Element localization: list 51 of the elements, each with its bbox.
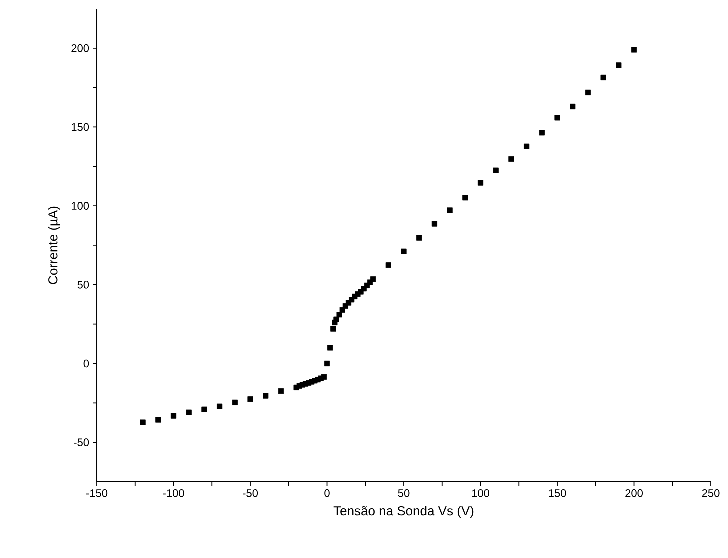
- point: [370, 276, 376, 282]
- point: [631, 47, 638, 53]
- point: [328, 345, 334, 351]
- point: [278, 388, 284, 394]
- point: [600, 74, 606, 81]
- x-axis-title: Tensão na Sonda Vs (V): [334, 506, 474, 518]
- point: [386, 262, 392, 268]
- point: [554, 115, 560, 121]
- point: [232, 400, 238, 406]
- x-tick-label: -100: [163, 489, 184, 498]
- point: [508, 156, 514, 162]
- point: [140, 420, 146, 426]
- point: [330, 326, 336, 332]
- y-tick-label: 0: [84, 360, 90, 368]
- point: [202, 406, 208, 412]
- x-tick-label: 100: [472, 489, 490, 498]
- y-tick-label: 100: [72, 202, 90, 210]
- y-tick-label: 150: [72, 123, 90, 132]
- x-tick-label: 200: [626, 489, 643, 498]
- x-tick-label: -50: [243, 489, 258, 498]
- point: [334, 316, 340, 322]
- point: [524, 144, 530, 150]
- point: [248, 396, 254, 402]
- x-tick-label: 0: [324, 489, 330, 498]
- point: [432, 221, 438, 227]
- point: [585, 90, 591, 96]
- point: [263, 393, 269, 399]
- point: [324, 360, 330, 367]
- point: [462, 195, 468, 201]
- point: [170, 413, 177, 419]
- point: [336, 312, 342, 318]
- y-tick-label: 50: [78, 281, 90, 289]
- point: [616, 62, 622, 68]
- point: [570, 104, 576, 110]
- y-tick-label: 200: [72, 44, 90, 52]
- point: [493, 168, 499, 174]
- point: [447, 208, 453, 214]
- x-tick-label: 150: [549, 489, 566, 498]
- point: [217, 404, 223, 410]
- x-tick-label: -150: [86, 489, 108, 498]
- point: [416, 235, 422, 241]
- point: [478, 180, 484, 186]
- y-axis-title: Corrente (µA): [48, 206, 60, 284]
- x-tick-label: 50: [398, 489, 410, 498]
- point: [186, 410, 192, 416]
- point: [401, 248, 407, 254]
- point: [156, 417, 162, 423]
- y-tick-label: -50: [74, 438, 90, 446]
- point: [321, 374, 327, 380]
- point: [539, 130, 545, 136]
- x-tick-label: 250: [702, 489, 720, 498]
